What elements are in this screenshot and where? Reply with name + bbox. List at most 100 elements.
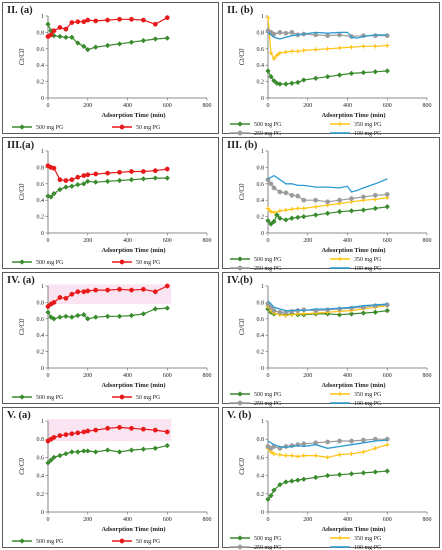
data-point [384,204,391,210]
data-point [336,72,343,78]
data-point [384,68,391,74]
data-point [45,309,51,315]
data-point [51,454,57,461]
data-point [69,291,75,297]
data-point [289,49,295,54]
x-tick-label: 0 [267,238,270,244]
y-tick-label: 0.4 [257,474,265,480]
data-point [152,306,159,312]
y-axis-title: Ct/C0 [18,183,26,200]
data-point [152,36,159,42]
data-point [117,169,122,175]
y-tick-label: 0 [261,510,264,516]
data-point [385,442,390,447]
y-tick-label: 0.8 [257,300,265,306]
legend-label: 500 mg PG [254,392,282,398]
y-tick-label: 0.8 [37,165,45,171]
legend-label: 100 mg PG [354,131,382,137]
data-point [51,316,57,322]
data-point [117,424,122,430]
data-point [140,311,147,317]
data-point [271,185,277,191]
data-point [105,425,111,431]
y-tick-label: 0 [41,366,44,372]
legend-marker [19,259,25,265]
data-point [295,193,301,199]
x-axis-title: Adsorption Time (min) [101,247,165,254]
legend-label: 50 mg PG [136,260,161,266]
data-point [372,469,379,475]
data-point [271,487,277,493]
data-point [81,181,87,187]
data-point [277,81,283,87]
data-point [152,445,159,452]
legend-marker [19,538,25,544]
x-tick-label: 800 [203,103,212,109]
data-point [57,452,63,459]
series-line [267,17,388,60]
legend: 500 mg PG 350 mg PG 250 mg PG 100 mg PG [230,256,382,272]
x-tick-label: 400 [343,238,352,244]
data-point [140,446,147,452]
y-tick-label: 0.4 [37,474,45,480]
data-point [385,43,390,48]
data-point [283,30,289,36]
data-point [268,221,274,227]
x-tick-label: 0 [267,517,270,523]
x-tick-label: 800 [423,103,432,109]
data-point [93,171,99,177]
x-tick-label: 400 [343,103,352,109]
x-tick-label: 200 [83,103,92,109]
data-point [277,452,283,457]
y-tick-label: 0 [41,510,44,516]
x-tick-label: 800 [423,517,432,523]
data-point [57,295,63,300]
legend-label: 500 mg PG [36,125,64,131]
data-point [63,184,69,190]
chart-panel: 0 200 400 600 800 0 0.2 0.4 0.6 0.8 1 Adsorption Ti… [222,137,440,272]
data-point [348,70,355,77]
legend-marker [237,130,243,136]
data-point [313,204,318,209]
chart-panel: 0 200 400 600 800 0 0.2 0.4 0.6 0.8 1 Adsorption Ti… [2,137,219,269]
data-point [164,175,171,181]
data-point [69,34,75,41]
data-point [48,194,54,200]
data-point [360,207,367,213]
legend: 500 mg PG 350 mg PG 250 mg PG 100 mg PG [230,535,382,550]
chart-panel: 0 200 400 600 800 0 0.2 0.4 0.6 0.8 1 Adsorption Ti… [222,2,440,137]
data-point [51,299,57,305]
data-point [57,433,63,438]
data-point [325,439,331,445]
data-point [164,429,170,435]
y-axis-title: Ct/C0 [18,318,26,335]
y-tick-label: 1 [261,14,264,20]
x-tick-label: 0 [47,103,50,109]
data-point [301,476,307,482]
data-point [313,453,318,458]
data-point [283,217,289,223]
data-point [117,286,122,292]
data-point [75,449,81,455]
data-point [372,69,379,75]
y-tick-label: 0.6 [37,455,45,461]
y-tick-label: 0.8 [257,437,265,443]
data-point [69,177,75,183]
data-point [277,215,283,221]
panel-frame [222,137,440,269]
legend-label: 250 mg PG [254,401,282,407]
data-point [325,33,331,39]
panel-label: V. (a) [7,410,31,421]
data-point [140,176,147,182]
data-point [295,79,301,86]
data-point [312,75,319,82]
data-point [45,460,51,466]
data-point [336,208,343,215]
data-point [271,451,277,456]
x-tick-label: 400 [123,238,132,244]
legend-marker [237,391,243,397]
legend: 500 mg PG 350 mg PG 250 mg PG 100 mg PG [230,121,382,137]
y-tick-label: 0.4 [37,198,45,204]
data-point [283,453,289,458]
panel-frame [222,272,440,404]
